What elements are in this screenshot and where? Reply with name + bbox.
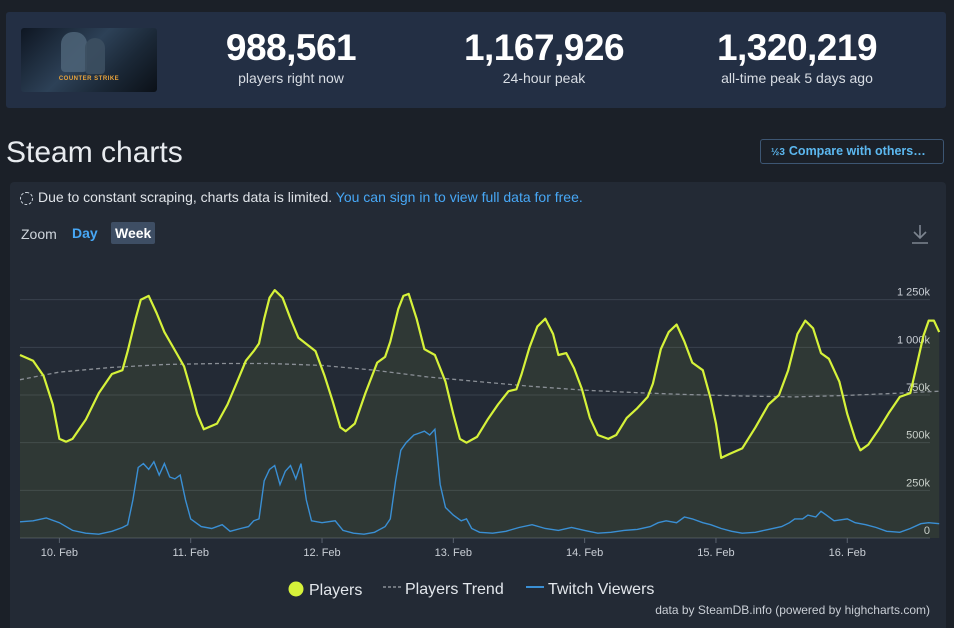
stat-value: 1,167,926 — [463, 27, 625, 68]
y-tick-label: 0 — [924, 525, 930, 537]
dashed-circle-icon — [20, 192, 33, 205]
x-tick-label: 14. Feb — [566, 547, 603, 559]
stat-label: 24-hour peak — [502, 70, 586, 86]
x-tick-label: 10. Feb — [41, 547, 78, 559]
game-cover-image[interactable]: COUNTER STRIKE — [21, 28, 157, 92]
notice-text: Due to constant scraping, charts data is… — [38, 189, 333, 205]
twitch-viewers-line — [19, 427, 940, 535]
stat-24h-peak: 1,167,926 24-hour peak — [424, 26, 664, 87]
stat-current-players: 988,561 players right now — [171, 26, 411, 87]
sign-in-link[interactable]: You can sign in to view full data for fr… — [335, 189, 583, 205]
zoom-day-button[interactable]: Day — [72, 225, 98, 241]
stat-label: players right now — [238, 70, 344, 86]
y-tick-label: 1 250k — [897, 287, 931, 299]
y-tick-label: 500k — [906, 430, 930, 442]
x-tick-label: 15. Feb — [697, 547, 734, 559]
download-icon[interactable] — [910, 222, 930, 246]
page-title: Steam charts — [6, 136, 183, 169]
compare-button-label: Compare with others… — [788, 144, 926, 158]
legend-players-label: Players — [309, 582, 363, 599]
stat-value: 988,561 — [225, 27, 357, 68]
stat-value: 1,320,219 — [716, 27, 878, 68]
stat-all-time-peak: 1,320,219 all-time peak 5 days ago — [677, 26, 917, 87]
legend-twitch-marker — [526, 586, 544, 588]
game-logo: COUNTER STRIKE — [58, 76, 120, 82]
legend-players-marker — [288, 581, 304, 597]
players-line — [19, 289, 941, 459]
data-limit-notice: Due to constant scraping, charts data is… — [20, 188, 583, 206]
compare-button[interactable]: ½3 Compare with others… — [760, 139, 944, 164]
players-area — [20, 290, 940, 538]
x-tick-label: 12. Feb — [303, 547, 340, 559]
stat-label: all-time peak 5 days ago — [721, 70, 873, 86]
y-tick-label: 250k — [906, 477, 930, 489]
stats-bar: COUNTER STRIKE 988,561 players right now… — [6, 12, 946, 108]
legend-trend-marker — [383, 586, 401, 588]
chart-credit: data by SteamDB.info (powered by highcha… — [655, 603, 930, 617]
players-trend-line — [19, 362, 940, 398]
fraction-icon: ½3 — [771, 147, 785, 158]
x-tick-label: 11. Feb — [172, 547, 209, 559]
legend-twitch[interactable]: Twitch Viewers — [526, 580, 654, 600]
zoom-week-button[interactable]: Week — [111, 222, 156, 244]
legend-players[interactable]: Players — [287, 580, 362, 601]
x-tick-label: 16. Feb — [829, 547, 866, 559]
chart-panel: Due to constant scraping, charts data is… — [10, 182, 946, 628]
legend-trend[interactable]: Players Trend — [383, 580, 504, 600]
legend-twitch-label: Twitch Viewers — [548, 581, 655, 598]
zoom-label: Zoom — [21, 226, 57, 242]
legend-trend-label: Players Trend — [405, 581, 504, 598]
x-tick-label: 13. Feb — [435, 547, 472, 559]
